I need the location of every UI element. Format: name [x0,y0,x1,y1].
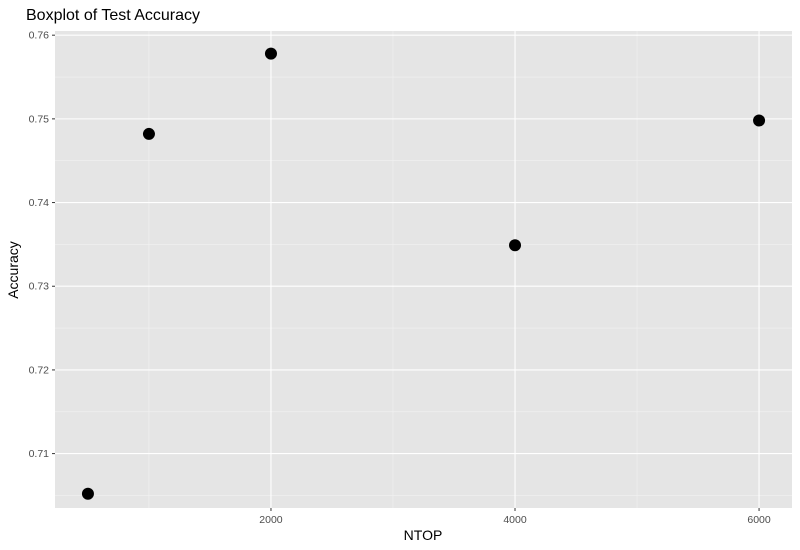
y-tick-label: 0.73 [29,281,50,293]
data-point [264,47,277,60]
minor-gridlines [55,31,792,508]
data-point [753,114,766,127]
x-tick-label: 4000 [503,514,527,526]
y-tick-label: 0.71 [29,448,50,460]
y-tick-label: 0.72 [29,364,50,376]
x-tick-label: 2000 [259,514,283,526]
y-axis: 0.71 0.72 0.73 0.74 0.75 0.76 [29,30,55,460]
y-tick-label: 0.74 [29,197,50,209]
major-gridlines [55,31,792,508]
data-point [509,239,522,252]
y-axis-title: Accuracy [5,241,21,299]
y-tick-label: 0.76 [29,30,50,42]
data-points [81,47,766,500]
chart-title: Boxplot of Test Accuracy [26,7,200,24]
data-point [81,487,94,500]
x-axis-title: NTOP [404,527,443,543]
data-point [142,127,155,140]
plot-panel [55,31,792,508]
x-tick-label: 6000 [747,514,771,526]
y-tick-label: 0.75 [29,113,50,125]
x-axis: 2000 4000 6000 [259,508,771,526]
